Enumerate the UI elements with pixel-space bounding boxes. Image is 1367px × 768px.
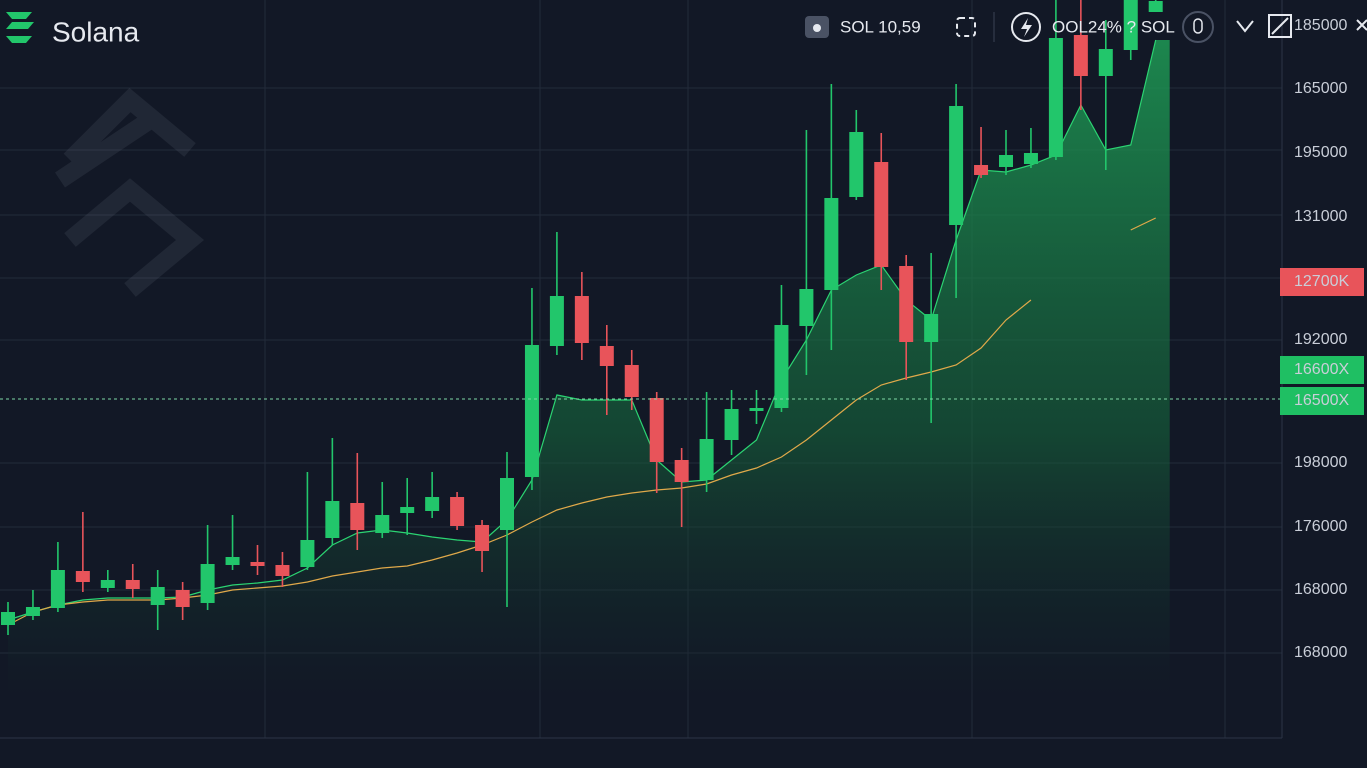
candle-body: [25, 607, 40, 616]
candle-body: [500, 478, 514, 530]
change: OOL24% ? SOL: [1052, 17, 1175, 36]
logo: [6, 12, 34, 43]
ticker: SOL 10,59: [840, 17, 921, 36]
candle-body: [699, 439, 714, 480]
candle-body: [524, 345, 539, 477]
candle-body: [899, 266, 914, 342]
candle-body: [1048, 38, 1063, 157]
candle-body: [50, 570, 65, 608]
area-line: [7, 39, 1157, 621]
camera-lens: [813, 24, 821, 32]
candle-body: [724, 409, 739, 440]
candle-body: [799, 289, 814, 326]
candle-body: [200, 564, 215, 603]
candle-body: [300, 540, 315, 567]
expand-icon[interactable]: [1268, 14, 1292, 38]
candle-body: [350, 503, 365, 530]
candle-body: [75, 571, 90, 582]
mouse-icon[interactable]: [1182, 11, 1214, 43]
candle-body: [774, 325, 789, 408]
candle-body: [475, 525, 490, 551]
plot-area: [1, 0, 1170, 700]
brand: Solana: [52, 16, 140, 47]
candle-body: [125, 580, 140, 589]
candle-body: [649, 398, 664, 462]
mouse-glyph: [1193, 18, 1203, 34]
candle-body: [1, 612, 15, 625]
price-label: 12700K: [1294, 273, 1349, 290]
candle-body: [924, 314, 939, 342]
price-label: 192000: [1294, 331, 1347, 348]
candle-body: [100, 580, 115, 588]
candle-body: [375, 515, 390, 533]
price-label: 131000: [1294, 208, 1347, 225]
dropdown-icon[interactable]: [1236, 20, 1254, 33]
bolt-icon[interactable]: [1011, 12, 1041, 42]
candle-body: [974, 165, 989, 175]
bolt-glyph: [1021, 18, 1032, 37]
candle-body: [1148, 0, 1163, 12]
candle-body: [425, 497, 440, 511]
price-label: 168000: [1294, 644, 1347, 661]
candle-body: [1073, 35, 1088, 76]
candle-body: [599, 346, 614, 366]
price-badge: [1280, 356, 1364, 384]
candle-body: [400, 507, 415, 513]
candle-body: [1023, 153, 1038, 164]
candle-body: [624, 365, 639, 397]
price-label: 198000: [1294, 454, 1347, 471]
price-badge: [1280, 268, 1364, 296]
price-scale: 185000 165000 195000 131000 12700K 192000 1660…: [1280, 17, 1364, 661]
candle-body: [1098, 49, 1113, 76]
candle-body: [574, 296, 589, 343]
candle-body: [949, 106, 964, 225]
candle-body: [225, 557, 240, 565]
candle-body: [874, 162, 889, 267]
area-fill: [8, 40, 1170, 700]
expand-glyph: [1271, 17, 1289, 35]
price-label: 165000: [1294, 80, 1347, 97]
candle-body: [749, 408, 764, 411]
candle-body: [849, 132, 864, 197]
candle-body: [824, 198, 839, 290]
price-label: 185000: [1294, 17, 1347, 34]
candle-body: [325, 501, 340, 538]
price-label: 16600X: [1294, 361, 1349, 378]
watermark: [55, 87, 205, 297]
price-badge: [1280, 387, 1364, 415]
price-label: 176000: [1294, 518, 1347, 535]
candle-body: [175, 590, 190, 607]
crop-icon[interactable]: [956, 17, 976, 37]
candle-body: [275, 565, 290, 576]
candle-body: [1123, 0, 1138, 50]
candle-body: [999, 155, 1013, 167]
candle-body: [250, 562, 265, 566]
close-icon[interactable]: [1356, 19, 1367, 31]
price-label: 16500X: [1294, 392, 1349, 409]
candle-body: [549, 296, 564, 346]
candle-body: [450, 497, 465, 526]
candle-body: [674, 460, 689, 482]
candle-body: [150, 587, 165, 605]
price-label: 168000: [1294, 581, 1347, 598]
price-label: 195000: [1294, 144, 1347, 161]
